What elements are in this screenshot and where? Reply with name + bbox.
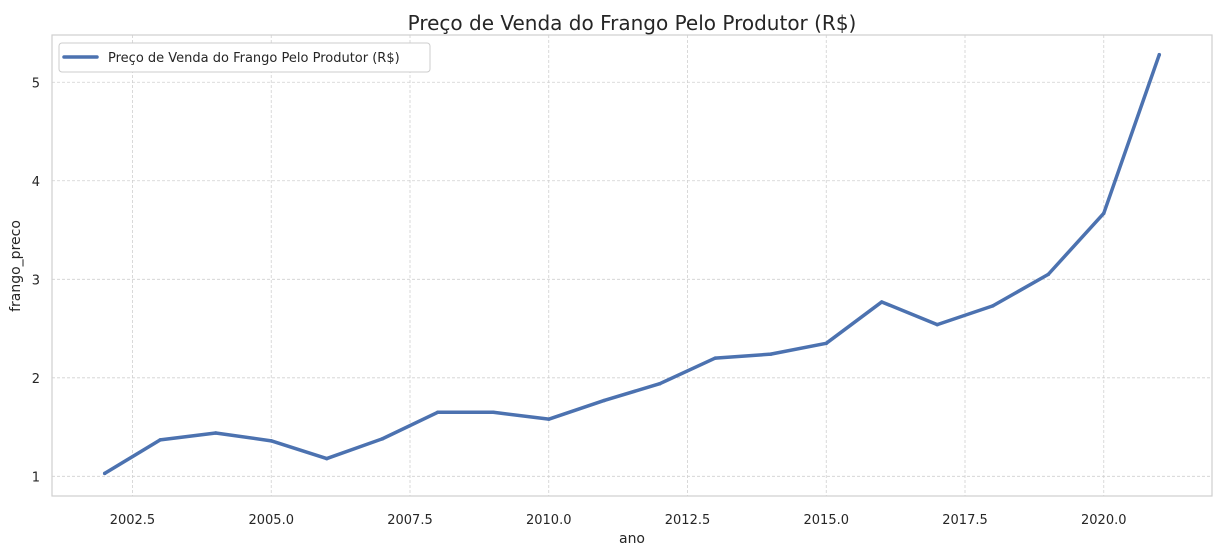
x-axis-label: ano — [619, 531, 645, 547]
x-tick-label: 2015.0 — [804, 513, 850, 528]
data-point — [991, 304, 995, 308]
data-point — [213, 431, 218, 435]
data-point — [769, 352, 773, 356]
y-tick-label: 5 — [32, 76, 40, 91]
data-point — [713, 356, 718, 360]
y-axis-ticks: 1 2 3 4 5 — [32, 76, 40, 485]
data-point — [546, 417, 551, 421]
x-tick-label: 2007.5 — [387, 513, 433, 528]
data-point — [1157, 52, 1162, 57]
chart-title: Preço de Venda do Frango Pelo Produtor (… — [408, 11, 857, 35]
x-tick-label: 2020.0 — [1081, 513, 1127, 528]
data-point — [435, 410, 440, 415]
plot-area-border — [51, 34, 1213, 497]
data-points — [102, 52, 1162, 476]
data-point — [1102, 211, 1106, 216]
data-point — [491, 410, 495, 415]
x-tick-label: 2002.5 — [110, 513, 156, 528]
y-tick-label: 2 — [32, 372, 40, 387]
legend-box — [58, 42, 431, 73]
x-tick-label: 2010.0 — [526, 513, 572, 528]
data-point — [102, 471, 107, 476]
x-tick-label: 2005.0 — [248, 513, 294, 528]
y-tick-label: 3 — [32, 273, 40, 288]
data-point — [380, 437, 384, 441]
legend: Preço de Venda do Frango Pelo Produtor (… — [58, 42, 431, 73]
y-axis-label: frango_preco — [8, 220, 24, 312]
y-tick-label: 1 — [32, 470, 40, 485]
x-axis-ticks: 2002.5 2005.0 2007.5 2010.0 2012.5 2015.0 2017… — [110, 513, 1127, 528]
grid-lines — [52, 35, 1212, 496]
data-point — [324, 456, 329, 461]
x-tick-label: 2012.5 — [665, 513, 711, 528]
data-point — [602, 398, 606, 403]
legend-label: Preço de Venda do Frango Pelo Produtor (… — [108, 51, 400, 66]
data-point — [1046, 272, 1051, 277]
data-point — [158, 438, 162, 442]
series-line — [102, 52, 1162, 476]
y-tick-label: 4 — [32, 175, 40, 190]
data-point — [269, 439, 273, 443]
data-point — [880, 300, 884, 304]
data-point — [824, 341, 829, 346]
data-point — [935, 322, 940, 327]
data-point — [658, 381, 662, 386]
x-tick-label: 2017.5 — [942, 513, 988, 528]
